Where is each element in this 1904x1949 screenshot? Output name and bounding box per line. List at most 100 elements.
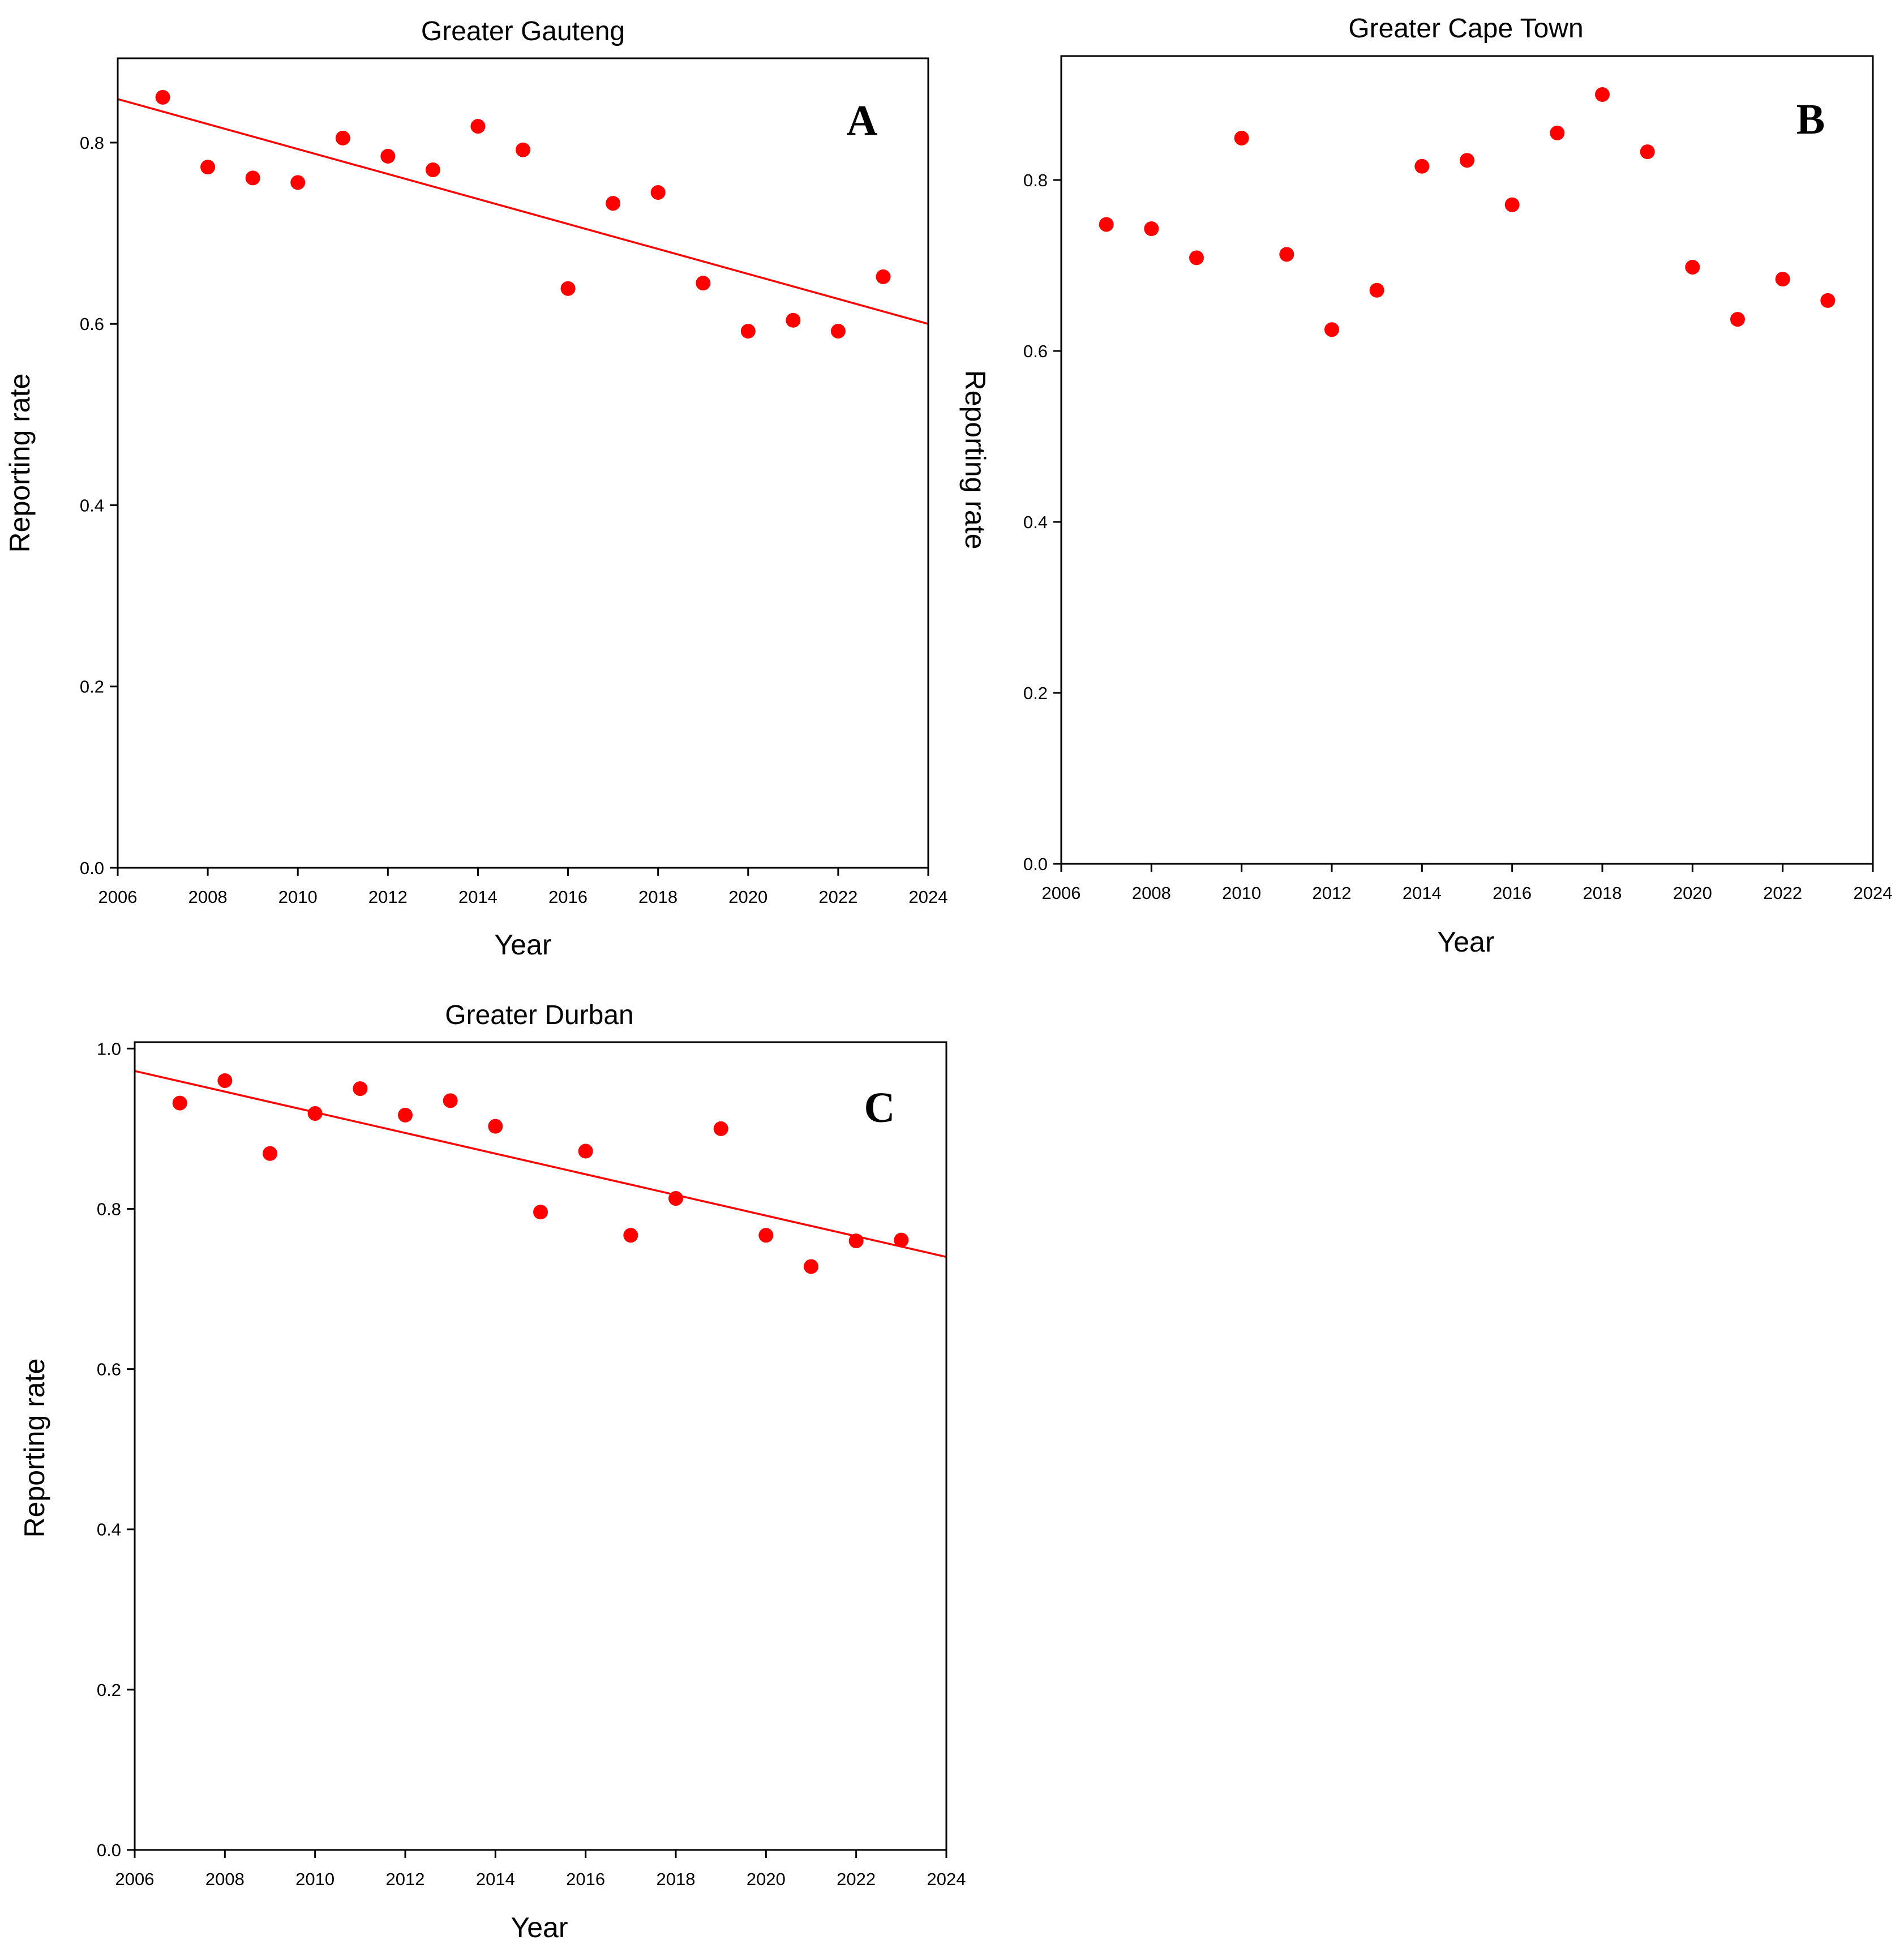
- y-axis-label: Reporting rate: [959, 370, 991, 550]
- data-point: [1550, 125, 1565, 140]
- data-point: [740, 324, 756, 339]
- data-point: [713, 1121, 728, 1136]
- data-point: [533, 1205, 548, 1220]
- data-point: [488, 1119, 503, 1134]
- x-tick-label: 2014: [1403, 883, 1442, 903]
- y-tick-label: 0.2: [80, 677, 104, 697]
- data-point: [786, 312, 801, 328]
- data-point: [1144, 221, 1159, 237]
- data-point: [263, 1146, 277, 1161]
- x-axis-label: Year: [1437, 926, 1494, 958]
- data-point: [470, 119, 486, 134]
- y-tick-label: 0.6: [80, 314, 104, 334]
- data-point: [1099, 217, 1114, 232]
- x-tick-label: 2022: [818, 887, 857, 907]
- x-tick-label: 2018: [1583, 883, 1622, 903]
- x-tick-label: 2018: [638, 887, 677, 907]
- x-tick-label: 2008: [1132, 883, 1171, 903]
- x-tick-label: 2024: [927, 1869, 966, 1889]
- chart-title: Greater Gauteng: [421, 16, 625, 46]
- y-axis-label: Reporting rate: [4, 374, 36, 553]
- data-point: [1189, 250, 1204, 265]
- data-point: [758, 1228, 774, 1243]
- data-point: [307, 1106, 323, 1121]
- data-point: [245, 170, 260, 186]
- trendline: [117, 98, 929, 325]
- data-point: [380, 148, 396, 164]
- data-point: [804, 1259, 818, 1274]
- x-tick-label: 2018: [657, 1869, 696, 1889]
- panel-label: B: [1796, 96, 1825, 143]
- y-tick-label: 0.8: [97, 1199, 121, 1219]
- trendline-layer: [134, 1070, 947, 1258]
- axis-ticks: 2006 2008 2010 2012 2014 2016 2018 2020 2022 2024…: [1023, 170, 1893, 903]
- x-tick-label: 2010: [1222, 883, 1261, 903]
- data-point: [443, 1093, 458, 1108]
- y-tick-label: 0.4: [80, 495, 104, 515]
- chart-greater-cape-town: Greater Cape Town Year Reporting rate B …: [959, 14, 1893, 958]
- data-point: [398, 1107, 413, 1123]
- x-tick-label: 2012: [1313, 883, 1352, 903]
- y-axis-label: Reporting rate: [19, 1359, 50, 1538]
- panel-label: A: [847, 97, 878, 144]
- data-point: [1324, 322, 1339, 337]
- x-tick-label: 2022: [1763, 883, 1802, 903]
- data-point: [353, 1081, 368, 1096]
- data-point: [1775, 272, 1790, 287]
- plot-frame: [117, 57, 929, 869]
- plot-frame: [134, 1041, 947, 1851]
- x-tick-label: 2014: [476, 1869, 515, 1889]
- trendline-layer: [117, 98, 929, 325]
- data-points: [1099, 87, 1836, 337]
- axis-ticks: 2006 2008 2010 2012 2014 2016 2018 2020 2022 2024…: [97, 1039, 966, 1889]
- x-tick-label: 2022: [837, 1869, 876, 1889]
- data-point: [200, 160, 216, 175]
- y-tick-label: 0.4: [1023, 512, 1048, 532]
- x-tick-label: 2020: [728, 887, 767, 907]
- data-point: [172, 1095, 187, 1111]
- y-tick-label: 0.4: [97, 1520, 121, 1540]
- x-axis-label: Year: [494, 929, 551, 961]
- data-point: [425, 162, 440, 177]
- chart-title: Greater Cape Town: [1348, 14, 1583, 44]
- trendline: [134, 1070, 947, 1258]
- x-tick-label: 2016: [1493, 883, 1532, 903]
- data-point: [1730, 312, 1745, 327]
- data-points: [172, 1073, 909, 1274]
- chart-title: Greater Durban: [445, 1000, 634, 1030]
- data-point: [578, 1143, 593, 1159]
- data-point: [848, 1233, 864, 1249]
- x-tick-label: 2006: [1042, 883, 1081, 903]
- data-point: [1279, 247, 1294, 262]
- data-point: [668, 1191, 683, 1206]
- x-tick-label: 2014: [458, 887, 498, 907]
- data-point: [1504, 197, 1520, 212]
- data-point: [217, 1073, 233, 1088]
- data-point: [155, 89, 170, 105]
- x-tick-label: 2024: [909, 887, 948, 907]
- data-point: [894, 1232, 909, 1248]
- x-tick-label: 2016: [548, 887, 588, 907]
- data-point: [696, 276, 711, 291]
- y-tick-label: 0.2: [97, 1680, 121, 1700]
- x-tick-label: 2008: [205, 1869, 245, 1889]
- data-point: [335, 130, 350, 145]
- y-tick-label: 0.0: [1023, 854, 1048, 874]
- y-tick-label: 0.2: [1023, 683, 1048, 703]
- data-point: [516, 142, 530, 157]
- data-point: [1414, 159, 1430, 174]
- x-tick-label: 2024: [1854, 883, 1893, 903]
- y-tick-label: 0.0: [97, 1840, 121, 1860]
- y-tick-label: 1.0: [97, 1039, 121, 1059]
- data-point: [1820, 293, 1836, 308]
- data-point: [1369, 282, 1384, 298]
- data-point: [606, 196, 621, 211]
- x-axis-label: Year: [511, 1912, 568, 1943]
- plot-frame: [1060, 55, 1874, 865]
- x-tick-label: 2008: [188, 887, 228, 907]
- data-point: [650, 185, 666, 200]
- y-tick-label: 0.6: [1023, 341, 1048, 361]
- panel-label: C: [864, 1084, 895, 1132]
- x-tick-label: 2020: [747, 1869, 786, 1889]
- y-tick-label: 0.0: [80, 858, 104, 878]
